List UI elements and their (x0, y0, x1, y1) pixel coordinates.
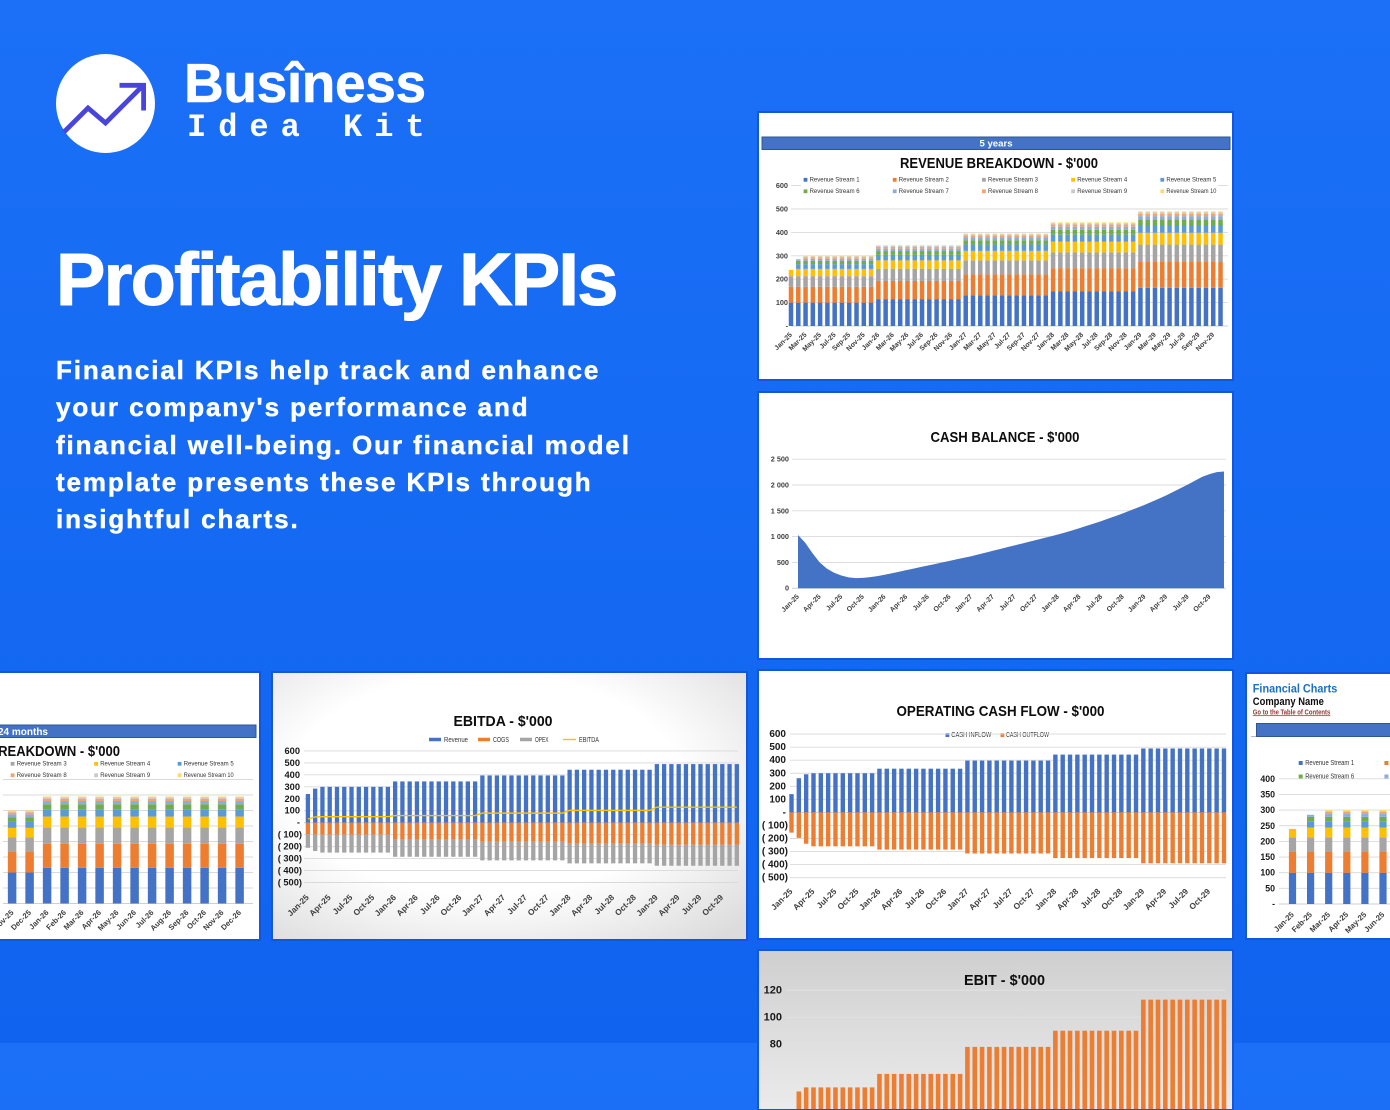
svg-text:CASH BALANCE - $'000: CASH BALANCE - $'000 (931, 429, 1080, 446)
svg-text:( 100): ( 100) (278, 830, 302, 840)
svg-text:-: - (783, 807, 786, 818)
svg-text:Revenue Stream 4: Revenue Stream 4 (1077, 177, 1127, 184)
svg-text:Revenue Stream 8: Revenue Stream 8 (988, 188, 1038, 195)
svg-text:300: 300 (776, 251, 788, 260)
svg-text:( 400): ( 400) (278, 866, 302, 876)
svg-text:Revenue Stream 10: Revenue Stream 10 (184, 772, 234, 779)
svg-text:100: 100 (764, 1012, 782, 1024)
svg-text:1 000: 1 000 (771, 532, 789, 541)
svg-text:Company Name: Company Name (1253, 696, 1324, 708)
svg-text:COGS: COGS (493, 737, 509, 744)
svg-text:( 400): ( 400) (762, 860, 788, 871)
svg-text:Revenue Stream 8: Revenue Stream 8 (17, 772, 67, 779)
svg-text:100: 100 (1260, 868, 1275, 878)
svg-text:Revenue Stream 3: Revenue Stream 3 (17, 761, 67, 768)
svg-text:Revenue Stream 6: Revenue Stream 6 (1305, 774, 1354, 781)
svg-text:400: 400 (284, 770, 300, 780)
svg-text:5 years: 5 years (979, 139, 1012, 150)
svg-text:300: 300 (769, 768, 786, 779)
svg-text:400: 400 (776, 228, 788, 237)
svg-text:100: 100 (776, 298, 788, 307)
svg-text:2 000: 2 000 (771, 481, 789, 490)
svg-text:Revenue Stream 2: Revenue Stream 2 (899, 177, 949, 184)
svg-text:120: 120 (764, 985, 782, 997)
svg-text:100: 100 (284, 806, 300, 816)
svg-text:Revenue Stream 5: Revenue Stream 5 (184, 761, 234, 768)
svg-text:2 500: 2 500 (771, 455, 789, 464)
svg-text:( 500): ( 500) (762, 873, 788, 884)
svg-text:EBITDA: EBITDA (579, 737, 599, 744)
svg-text:200: 200 (284, 794, 300, 804)
svg-text:0: 0 (785, 584, 789, 593)
svg-text:OPEX: OPEX (535, 737, 549, 744)
svg-text:Revenue Stream 7: Revenue Stream 7 (899, 188, 949, 195)
svg-text:200: 200 (769, 781, 786, 792)
svg-text:( 300): ( 300) (762, 847, 788, 858)
svg-text:( 200): ( 200) (278, 842, 302, 852)
svg-text:24 months: 24 months (0, 727, 48, 738)
svg-text:500: 500 (777, 558, 789, 567)
svg-text:-: - (1272, 899, 1275, 909)
svg-text:200: 200 (776, 275, 788, 284)
svg-text:300: 300 (284, 782, 300, 792)
svg-text:Go to the Table of Contents: Go to the Table of Contents (1253, 707, 1331, 716)
svg-text:( 200): ( 200) (762, 834, 788, 845)
svg-text:CASH OUTFLOW: CASH OUTFLOW (1006, 732, 1049, 739)
svg-text:EBIT - $'000: EBIT - $'000 (964, 972, 1045, 989)
svg-text:400: 400 (769, 755, 786, 766)
svg-text:( 500): ( 500) (278, 878, 302, 888)
svg-text:Revenue Stream 1: Revenue Stream 1 (1305, 760, 1354, 767)
svg-text:100: 100 (769, 794, 786, 805)
svg-text:Revenue Stream 3: Revenue Stream 3 (988, 177, 1038, 184)
svg-text:300: 300 (1260, 805, 1275, 815)
svg-text:Revenue Stream 6: Revenue Stream 6 (810, 188, 860, 195)
svg-text:250: 250 (1260, 821, 1275, 831)
svg-text:500: 500 (769, 742, 786, 753)
svg-text:Revenue Stream 1: Revenue Stream 1 (810, 177, 860, 184)
svg-text:EBITDA - $'000: EBITDA - $'000 (454, 713, 553, 730)
svg-text:200: 200 (1260, 836, 1275, 846)
svg-text:Revenue: Revenue (444, 737, 468, 744)
svg-text:Revenue Stream 4: Revenue Stream 4 (100, 761, 150, 768)
svg-text:REVENUE BREAKDOWN - $'000: REVENUE BREAKDOWN - $'000 (900, 155, 1098, 172)
svg-text:600: 600 (776, 181, 788, 190)
svg-text:Revenue Stream 9: Revenue Stream 9 (1077, 188, 1127, 195)
svg-text:600: 600 (769, 729, 786, 740)
svg-text:80: 80 (770, 1039, 782, 1051)
svg-text:500: 500 (284, 758, 300, 768)
svg-text:500: 500 (776, 205, 788, 214)
svg-text:Financial Charts: Financial Charts (1253, 684, 1338, 696)
svg-text:Revenue Stream 5: Revenue Stream 5 (1166, 177, 1216, 184)
svg-text:REVENUE BREAKDOWN - $'000: REVENUE BREAKDOWN - $'000 (0, 743, 120, 760)
svg-text:600: 600 (284, 746, 300, 756)
svg-text:1 500: 1 500 (771, 506, 789, 515)
svg-text:150: 150 (1260, 852, 1275, 862)
svg-text:50: 50 (1265, 883, 1275, 893)
svg-text:-: - (297, 818, 300, 828)
svg-text:Revenue Stream 9: Revenue Stream 9 (100, 772, 150, 779)
svg-text:OPERATING CASH FLOW - $'000: OPERATING CASH FLOW - $'000 (897, 703, 1105, 720)
svg-text:350: 350 (1260, 789, 1275, 799)
svg-text:400: 400 (1260, 774, 1275, 784)
svg-text:Revenue Stream 10: Revenue Stream 10 (1166, 188, 1216, 195)
svg-text:CASH INFLOW: CASH INFLOW (951, 732, 991, 739)
svg-text:( 300): ( 300) (278, 854, 302, 864)
svg-text:( 100): ( 100) (762, 820, 788, 831)
